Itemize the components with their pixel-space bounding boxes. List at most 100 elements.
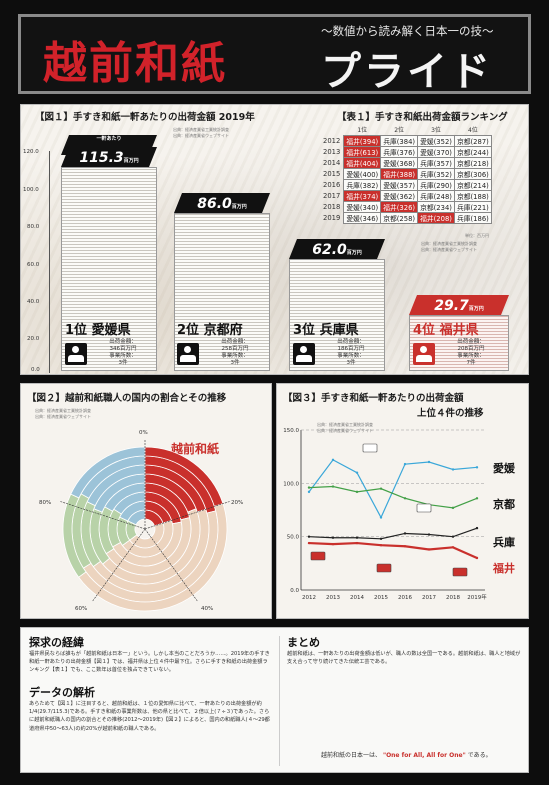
table-header: 4位 bbox=[467, 127, 478, 135]
fig1-ytick: 80.0 bbox=[27, 224, 40, 230]
data-point bbox=[475, 466, 479, 469]
fig1-ytick: 100.0 bbox=[23, 187, 39, 193]
table-cell: 福井(374) bbox=[343, 189, 382, 202]
table1-unit-note: 単位：百万円 bbox=[465, 233, 489, 238]
value-hyogo: 62.0 bbox=[312, 242, 347, 258]
x-tick-label: 2019年 bbox=[467, 593, 487, 601]
per-house-caption: 一軒あたり bbox=[96, 136, 122, 142]
heading-analysis: データの解析 bbox=[29, 686, 95, 699]
craftsman-icon bbox=[293, 343, 315, 365]
pct-label-60: 60% bbox=[75, 606, 88, 612]
data-point bbox=[451, 506, 455, 510]
fig1-y-axis bbox=[49, 151, 50, 373]
table-year-cell: 2014 bbox=[323, 158, 341, 167]
table-cell: 京都(258) bbox=[380, 211, 419, 224]
craftsman-icon bbox=[413, 343, 435, 365]
fig2-panel: 【図２】越前和紙職人の国内の割合とその推移 出典：経済産業省工業統計調査 出典：… bbox=[20, 383, 272, 619]
table-cell: 福井(404) bbox=[343, 156, 382, 169]
x-tick-label: 2018 bbox=[446, 595, 460, 601]
fig3-subtitle: 上位４件の推移 bbox=[417, 408, 484, 419]
stack-value-label: 86.0百万円 bbox=[174, 193, 270, 213]
table-year-cell: 2015 bbox=[323, 169, 341, 178]
fig1-table1-panel: 【図１】手すき和紙一軒あたりの出荷金額 2019年 出典：経済産業省工業統計調査… bbox=[20, 104, 529, 375]
x-tick-label: 2013 bbox=[326, 595, 340, 601]
table-header: 1位 bbox=[357, 127, 368, 135]
rank-3-label: 3位 兵庫県 bbox=[293, 323, 359, 338]
subtitle: 〜数値から読み解く日本一の技〜 bbox=[321, 24, 494, 38]
fig3-source-1: 出典：経済産業省工業統計調査 bbox=[317, 422, 373, 427]
fig3-title: 【図３】手すき和紙一軒あたりの出荷金額 bbox=[283, 393, 464, 404]
table-cell: 愛媛(352) bbox=[417, 134, 455, 147]
table-row: 2012 福井(394) 兵庫(384) 愛媛(352) 京都(287) bbox=[321, 134, 492, 147]
table-cell: 兵庫(384) bbox=[380, 134, 419, 147]
table-cell: 兵庫(352) bbox=[417, 167, 455, 180]
table-cell: 兵庫(382) bbox=[343, 178, 382, 191]
column-divider bbox=[279, 636, 280, 766]
rank-3-details: 出荷金額： 186百万円 事業所数： 3件 bbox=[337, 339, 365, 366]
table-year-cell: 2018 bbox=[323, 202, 341, 211]
closing-line: 越前和紙の日本一は、 "One for All, All for One" であ… bbox=[321, 752, 492, 759]
data-point bbox=[475, 556, 479, 560]
table-row: 2017 福井(374) 愛媛(362) 兵庫(248) 京都(188) bbox=[321, 189, 492, 202]
ranking-table: 1位 2位 3位 4位 2012 福井(394) 兵庫(384) 愛媛(352) 京都(287… bbox=[321, 125, 492, 224]
table-cell: 愛媛(400) bbox=[343, 167, 382, 180]
fig1-title: 【図１】手すき和紙一軒あたりの出荷金額 2019年 bbox=[35, 112, 255, 123]
pct-label-40: 40% bbox=[201, 606, 214, 612]
rank-4-details: 出荷金額： 208百万円 事業所数： 7件 bbox=[457, 339, 485, 366]
data-point bbox=[451, 468, 455, 471]
table-header bbox=[321, 125, 344, 135]
title-pride: プライド bbox=[321, 49, 493, 95]
percent-axis-line bbox=[144, 528, 199, 602]
craftsman-icon bbox=[177, 343, 199, 365]
data-point bbox=[307, 490, 311, 494]
table-year-cell: 2016 bbox=[323, 180, 341, 189]
data-point bbox=[379, 544, 383, 547]
x-tick-label: 2012 bbox=[302, 595, 316, 601]
truck-icon bbox=[362, 443, 378, 453]
data-point bbox=[307, 541, 311, 545]
table-cell: 福井(613) bbox=[343, 145, 382, 158]
table-cell: 京都(188) bbox=[453, 189, 492, 202]
data-point bbox=[475, 526, 479, 530]
data-point bbox=[475, 497, 479, 500]
data-point bbox=[451, 535, 455, 538]
y-tick-label: 150.0 bbox=[283, 428, 299, 434]
paper-stack-ehime: 一軒あたり 115.3百万円 bbox=[61, 135, 157, 371]
table-cell: 兵庫(376) bbox=[380, 145, 419, 158]
table-year-cell: 2013 bbox=[323, 147, 341, 156]
data-point bbox=[403, 545, 407, 548]
fig1-ytick: 40.0 bbox=[27, 299, 40, 305]
analysis-text: あらためて【図１】に注目すると、越前和紙は、１位の愛知県に比べて、一軒あたりの出… bbox=[29, 701, 270, 732]
heading-background: 探求の経緯 bbox=[29, 636, 84, 649]
data-point bbox=[427, 460, 431, 464]
series-line-兵庫 bbox=[308, 527, 478, 540]
data-point bbox=[427, 548, 431, 551]
unit-label: 百万円 bbox=[231, 204, 247, 210]
truck-icon bbox=[452, 567, 468, 577]
table-row: 2018 愛媛(340) 福井(326) 京都(234) 兵庫(221) bbox=[321, 200, 492, 213]
table-row: 2013 福井(613) 兵庫(376) 愛媛(370) 京都(244) bbox=[321, 145, 492, 158]
rank-2-label: 2位 京都府 bbox=[177, 323, 243, 338]
value-fukui: 29.7 bbox=[434, 298, 469, 314]
background-text: 福井県民ならば誰もが「越前和紙は日本一」という。しかし本当のことだろうか……。2… bbox=[29, 651, 270, 674]
poster-header: 越前和紙 〜数値から読み解く日本一の技〜 プライド bbox=[18, 14, 531, 95]
table-row: 2015 愛媛(400) 福井(388) 兵庫(352) 京都(306) bbox=[321, 167, 492, 180]
table-cell: 愛媛(362) bbox=[380, 189, 419, 202]
data-point bbox=[379, 537, 383, 540]
fig2-source-2: 出典：経済産業省ウェブサイト bbox=[35, 414, 91, 419]
table-cell: 京都(234) bbox=[417, 200, 455, 213]
y-tick-label: 0.0 bbox=[290, 588, 299, 594]
truck-icon bbox=[310, 551, 326, 561]
table1-source-2: 出典：経済産業省ウェブサイト bbox=[421, 247, 477, 252]
rank-1-details: 出荷金額： 346百万円 事業所数： 3件 bbox=[109, 339, 137, 366]
x-tick-label: 2017 bbox=[422, 595, 436, 601]
value-ehime: 115.3 bbox=[79, 150, 124, 166]
table-header: 2位 bbox=[394, 127, 405, 135]
unit-label: 百万円 bbox=[123, 158, 139, 164]
y-tick-label: 100.0 bbox=[283, 481, 299, 487]
table-cell: 福井(388) bbox=[380, 167, 419, 180]
series-line-京都 bbox=[308, 485, 478, 509]
pct-label-80: 80% bbox=[39, 500, 52, 506]
other-share-segment bbox=[70, 446, 146, 499]
data-point bbox=[331, 485, 335, 488]
